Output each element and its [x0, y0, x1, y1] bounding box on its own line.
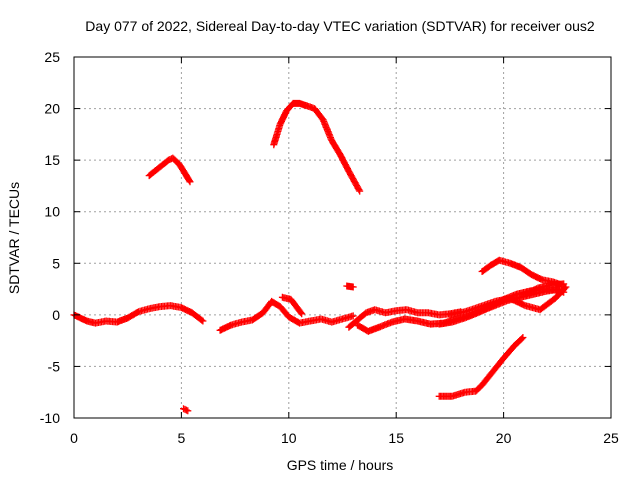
y-tick-label: 10 [44, 204, 60, 220]
series-arc-low-3 [278, 293, 306, 318]
series-arc-low-1 [70, 302, 207, 327]
series-arc-neg-1 [435, 334, 527, 400]
data-marker-path [216, 297, 357, 334]
data-marker-path [478, 256, 566, 289]
x-tick-label: 25 [603, 430, 619, 446]
data-marker-path [70, 302, 207, 327]
series-arc-high-2 [270, 99, 364, 195]
data-marker-path [278, 293, 306, 318]
chart-title: Day 077 of 2022, Sidereal Day-to-day VTE… [85, 18, 595, 34]
y-tick-label: -5 [48, 358, 61, 374]
y-tick-label: 0 [52, 307, 60, 323]
x-tick-label: 15 [388, 430, 404, 446]
data-marker-path [270, 99, 364, 195]
y-tick-label: -10 [40, 410, 60, 426]
data-marker-path [145, 154, 194, 186]
y-tick-label: 15 [44, 152, 60, 168]
x-tick-label: 10 [281, 430, 297, 446]
x-axis-label: GPS time / hours [287, 457, 394, 473]
axis-ticks: 0 5 10 15 20 25 -10 -5 0 5 10 15 20 25 [40, 49, 619, 446]
grid-lines [74, 57, 611, 418]
x-tick-label: 5 [178, 430, 186, 446]
series-arc-low-7 [446, 283, 570, 319]
x-tick-label: 20 [496, 430, 512, 446]
data-marker-path [435, 334, 527, 400]
data-marker-path [343, 282, 357, 291]
data-marker-path [180, 405, 192, 415]
series-arc-low-9 [343, 282, 357, 291]
data-points [70, 99, 570, 415]
plot-frame [73, 56, 612, 419]
y-tick-label: 25 [44, 49, 60, 65]
y-tick-label: 5 [52, 255, 60, 271]
x-tick-label: 0 [70, 430, 78, 446]
series-arc-high-1 [145, 154, 194, 186]
series-arc-neg-2 [180, 405, 192, 415]
y-tick-label: 20 [44, 101, 60, 117]
series-arc-mid-1 [478, 256, 566, 289]
data-marker-path [446, 283, 570, 319]
y-axis-label: SDTVAR / TECUs [6, 182, 22, 294]
series-arc-low-2 [216, 297, 357, 334]
